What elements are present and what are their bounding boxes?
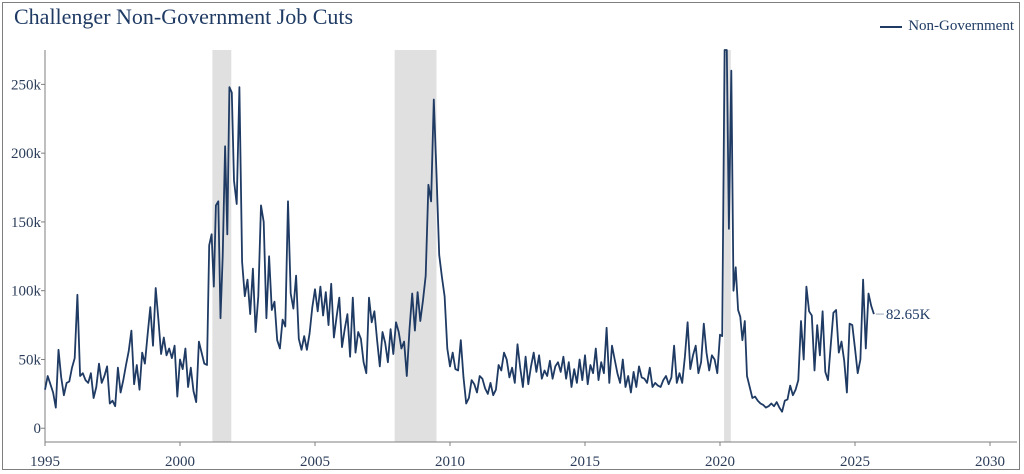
y-tick-label: 150k <box>11 215 42 231</box>
y-tick-label: 0 <box>34 421 42 437</box>
x-tick-label: 2020 <box>705 454 735 470</box>
recession-band-2 <box>394 50 437 442</box>
legend: Non-Government <box>880 18 1014 35</box>
recession-band-3 <box>724 50 731 442</box>
y-tick-label: 100k <box>11 284 42 300</box>
x-tick-label: 2025 <box>840 454 870 470</box>
x-tick-label: 2010 <box>435 454 465 470</box>
y-tick-label: 50k <box>19 352 42 368</box>
x-tick-label: 2000 <box>165 454 195 470</box>
chart-title: Challenger Non-Government Job Cuts <box>14 4 354 29</box>
y-tick-label: 250k <box>11 77 42 93</box>
recession-band-1 <box>212 50 232 442</box>
y-tick-label: 200k <box>11 146 42 162</box>
end-value-label: 82.65K <box>886 307 931 323</box>
x-tick-label: 2015 <box>570 454 600 470</box>
x-tick-label: 2005 <box>300 454 330 470</box>
series-line-non-government <box>44 49 875 413</box>
x-tick-label: 1995 <box>30 454 60 470</box>
legend-swatch <box>880 25 903 28</box>
legend-label: Non-Government <box>908 18 1014 34</box>
x-tick-label: 2030 <box>975 454 1005 470</box>
